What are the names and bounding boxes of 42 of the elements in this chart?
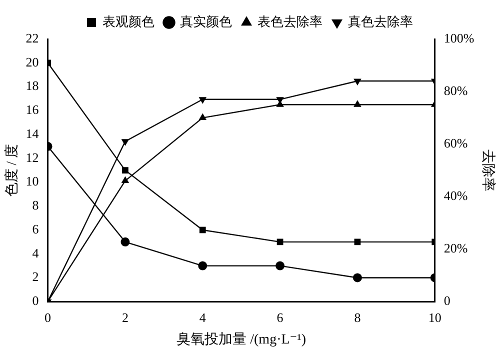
legend-label: 表观颜色 [102,14,154,29]
legend-label: 真色去除率 [348,14,413,29]
point [121,139,130,146]
point [276,261,285,270]
point [354,238,361,246]
y-tick-label: 18 [26,78,39,94]
y2-tick-label: 60% [444,135,468,150]
y-tick-label: 20 [26,54,39,70]
point [120,237,130,246]
y-tick-label: 22 [26,30,39,46]
x-tick-label: 6 [276,310,284,325]
x-tick-label: 8 [354,310,361,325]
x-axis-title: 臭氧投加量 /(mg·L⁻¹) [176,331,306,348]
point [352,273,362,282]
y2-tick-label: 80% [444,82,468,98]
y-tick-label: 8 [32,198,39,213]
legend-label: 真实颜色 [180,14,232,29]
x-tick-label: 4 [199,310,206,325]
y2-tick-label: 0 [444,293,450,308]
y-tick-label: 10 [26,174,39,189]
y2-tick-label: 40% [444,188,468,203]
point [122,167,128,174]
y-tick-label: 14 [26,126,40,141]
x-tick-label: 10 [428,310,442,325]
y-tick-label: 4 [32,245,40,260]
point [198,261,208,270]
y-tick-label: 2 [32,269,39,284]
point [199,226,206,234]
y2-axis-title: 去除率 [480,149,496,192]
y-axis-title: 色度 / 度 [4,144,20,197]
x-tick-label: 0 [44,310,52,325]
y2-tick-label: 100% [444,30,474,46]
y2-tick-label: 20% [444,240,468,256]
point [198,97,207,104]
y-tick-label: 16 [26,102,40,118]
legend-label: 表色去除率 [258,14,322,29]
point [354,78,362,86]
point [276,238,284,246]
y-tick-label: 12 [26,150,39,165]
y-tick-label: 0 [32,293,39,308]
y-tick-label: 6 [32,221,40,236]
x-tick-label: 2 [122,310,128,325]
